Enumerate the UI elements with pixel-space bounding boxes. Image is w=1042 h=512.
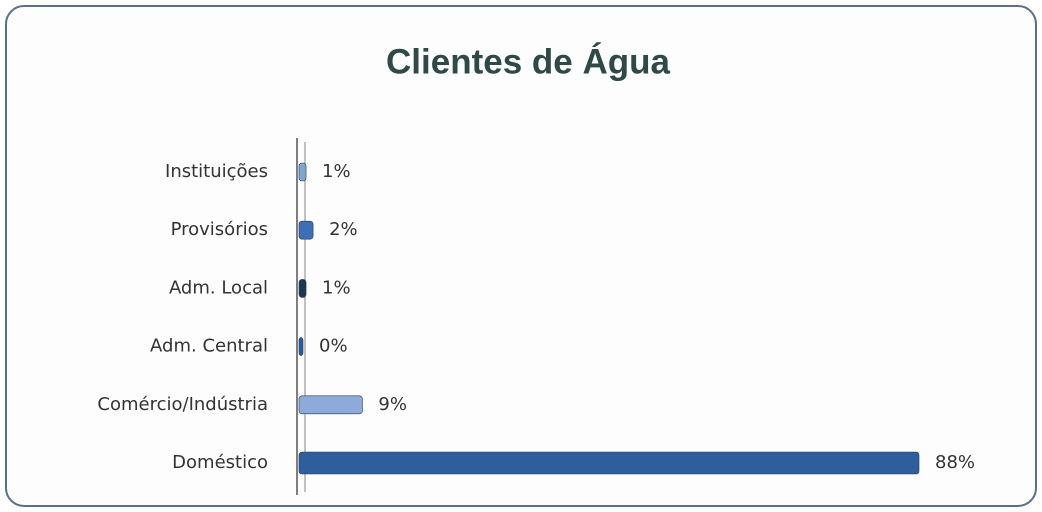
data-label: 1%	[322, 277, 351, 298]
bar	[298, 451, 920, 475]
y-tick-label: Adm. Central	[150, 336, 268, 357]
y-tick-label: Doméstico	[172, 452, 268, 473]
bar	[298, 337, 304, 356]
data-label: 2%	[329, 219, 358, 240]
bar	[298, 279, 307, 298]
chart-title: Clientes de Água	[386, 41, 670, 81]
data-label: 9%	[378, 394, 407, 415]
chart-frame	[5, 5, 1037, 507]
data-label: 0%	[319, 336, 348, 357]
y-tick-label: Provisórios	[171, 219, 268, 240]
y-tick-label: Adm. Local	[169, 277, 268, 298]
data-label: 88%	[935, 452, 975, 473]
bar	[298, 395, 363, 415]
y-tick-label: Comércio/Indústria	[97, 394, 268, 415]
bar	[298, 162, 307, 182]
data-label: 1%	[322, 161, 351, 182]
bar	[298, 220, 314, 240]
y-tick-label: Instituições	[165, 161, 268, 182]
